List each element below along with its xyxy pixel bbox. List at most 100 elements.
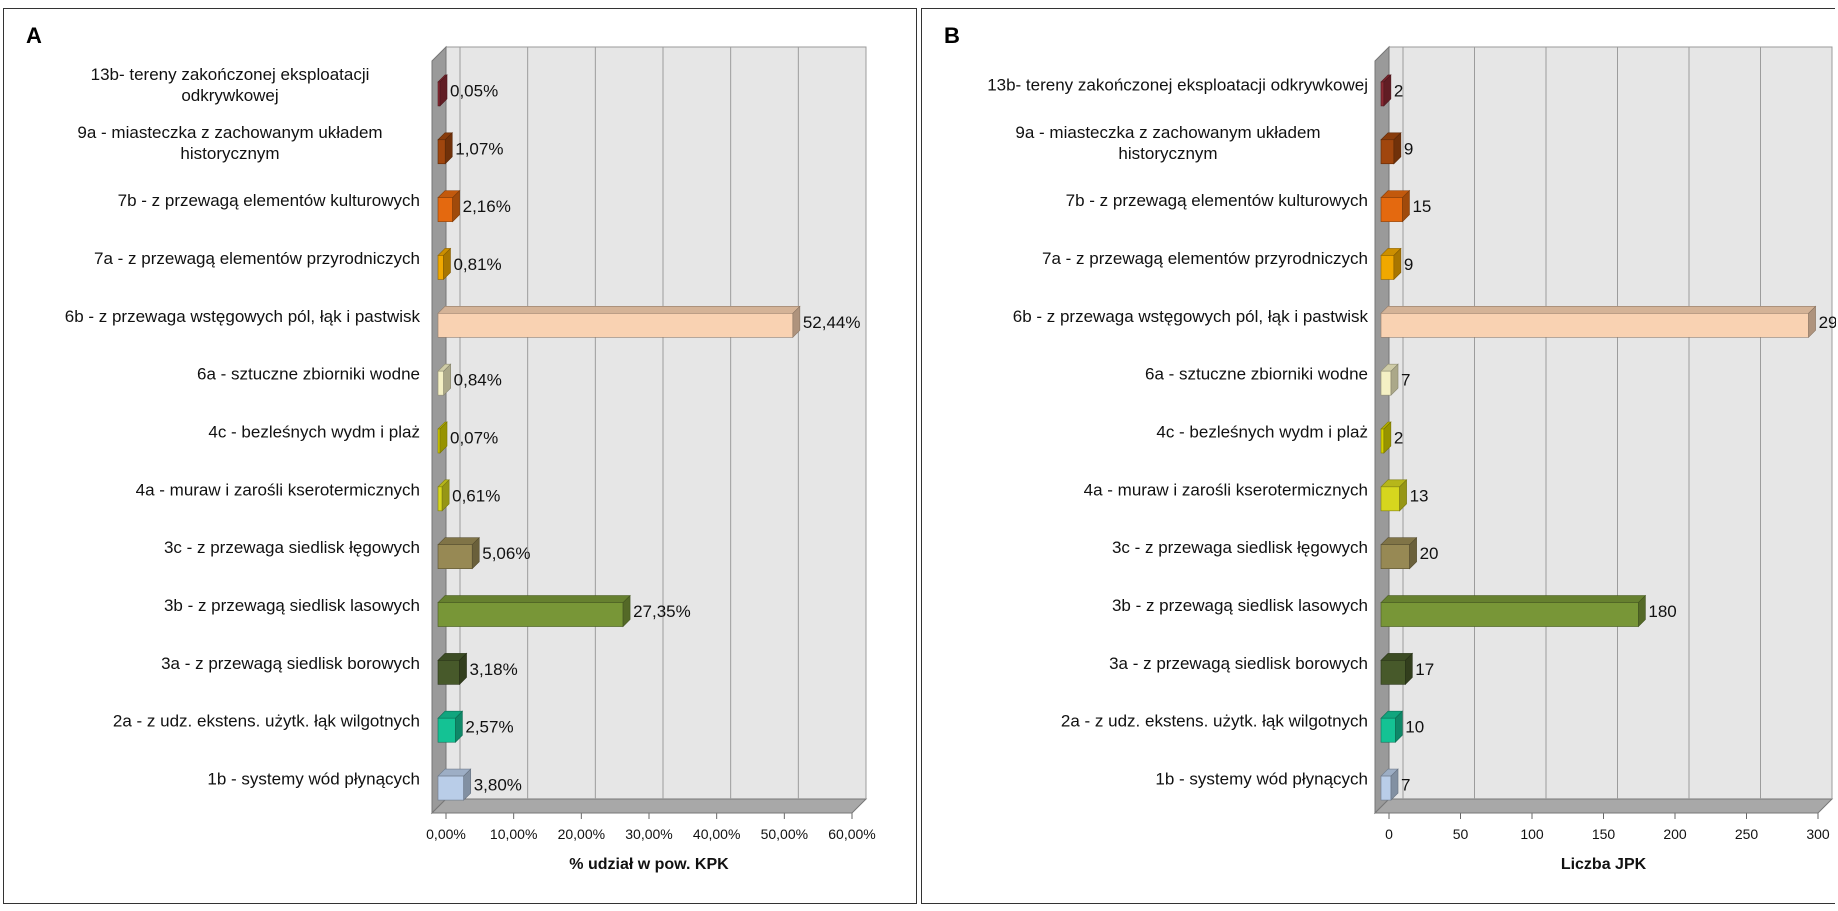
x-tick-label: 0,00% [426,826,466,842]
bar-side [443,363,451,396]
bar-side [1405,652,1413,686]
category-label: 6a - sztuczne zbiorniki wodne [197,365,420,384]
data-label: 27,35% [633,602,691,621]
category-label: 1b - systemy wód płynących [207,770,420,789]
bar-group [1380,652,1414,686]
bar-group [437,421,448,454]
bar-top [1380,306,1817,314]
data-label: 17 [1415,660,1434,679]
bar [1380,544,1410,569]
bar-group [1380,247,1402,281]
bar-side [441,479,450,512]
chart-panel-b: B 0 50 100 150 200 250 300 Liczba JPK 2 13b- tere… [921,8,1836,904]
data-label: 180 [1648,602,1676,621]
bar-group [1380,74,1392,107]
category-label: 13b- tereny zakończonej eksploatacji [91,65,370,84]
bar-top [437,306,801,314]
x-axis-title: % udział w pow. KPK [569,856,729,873]
bar-group [1380,710,1404,743]
bar [437,313,794,338]
bar-side [1399,479,1407,512]
bar-group [437,594,631,628]
bar-group [1380,768,1399,801]
category-label: 4a - muraw i zarośli kserotermicznych [136,480,420,499]
bar-group [437,74,448,107]
bar [1380,81,1385,107]
bar-side [1402,189,1410,223]
bar [1380,313,1809,338]
bar-side [463,768,472,801]
bar-group [1380,132,1402,165]
category-label: 3c - z przewaga siedlisk łęgowych [164,538,420,557]
bar [437,255,444,280]
bar [1380,139,1395,165]
bar [437,717,456,743]
x-tick-label: 30,00% [625,826,672,842]
data-label: 2 [1394,81,1403,100]
bar-top [437,595,631,603]
data-label: 7 [1401,776,1410,795]
data-label: 9 [1404,139,1413,158]
bar-side [471,536,480,570]
category-label: odkrywkowej [181,86,278,105]
category-label: 3b - z przewagą siedlisk lasowych [1112,596,1368,615]
x-tick-label: 300 [1806,826,1830,842]
bar-side [443,247,451,281]
chart-back-wall [1388,46,1833,800]
data-label: 0,07% [450,428,498,447]
data-label: 1,07% [455,139,503,158]
data-label: 299 [1819,313,1836,332]
bar [437,775,465,801]
category-label: 7b - z przewagą elementów kulturowych [1066,191,1368,210]
data-label: 0,81% [453,255,501,274]
data-label: 0,84% [454,371,502,390]
bar-side [439,421,448,454]
bar [437,602,624,627]
data-label: 7 [1401,371,1410,390]
category-label: 3c - z przewaga siedlisk łęgowych [1112,538,1368,557]
chart-a-svg: 0,00% 10,00% 20,00% 30,00% 40,00% 50,00% 60,00… [65,45,876,873]
bar-group [437,363,452,396]
x-tick-label: 200 [1663,826,1687,842]
bar-group [437,132,453,165]
bar-group [1380,479,1408,512]
category-label: 7a - z przewagą elementów przyrodniczych [1042,249,1368,268]
bar-side [459,652,467,686]
x-axis-title: Liczba JPK [1561,856,1647,873]
data-label: 15 [1412,197,1431,216]
category-label: 6a - sztuczne zbiorniki wodne [1145,365,1368,384]
panel-letter-b: B [944,23,960,48]
data-label: 2,16% [463,197,511,216]
category-label: 6b - z przewaga wstęgowych pól, łąk i pa… [65,307,421,326]
bar-group [437,768,472,801]
bar-side [439,74,448,107]
bar-group [437,479,450,512]
bar-side [455,710,463,743]
bar [1380,486,1400,512]
category-label: historycznym [1118,144,1217,163]
category-label: 2a - z udz. ekstens. użytk. łąk wilgotny… [113,712,420,731]
data-label: 52,44% [803,313,861,332]
bar-side [1390,363,1399,396]
bar-side [1638,594,1646,628]
bar-group [437,710,464,743]
category-label: 7b - z przewagą elementów kulturowych [118,191,420,210]
bar [437,486,443,512]
x-tick-label: 100 [1520,826,1544,842]
data-label: 3,18% [470,660,518,679]
chart-panel-a: A 0,00% 10,00% 20,00% 30,00% 40,00% 50,00% 60,… [3,8,917,904]
bar-side [622,594,631,628]
category-label: 3a - z przewagą siedlisk borowych [1109,654,1368,673]
bar [1380,197,1403,222]
category-label: 2a - z udz. ekstens. użytk. łąk wilgotny… [1061,712,1368,731]
data-label: 13 [1410,486,1429,505]
x-tick-label: 150 [1592,826,1616,842]
chart-floor [1373,798,1834,814]
bar [437,370,444,396]
bar-side [1409,536,1417,570]
data-label: 0,61% [452,486,500,505]
data-label: 2 [1394,428,1403,447]
category-label: 9a - miasteczka z zachowanym układem [1015,123,1320,142]
category-label: 4c - bezleśnych wydm i plaż [208,422,420,441]
x-tick-label: 10,00% [490,826,537,842]
